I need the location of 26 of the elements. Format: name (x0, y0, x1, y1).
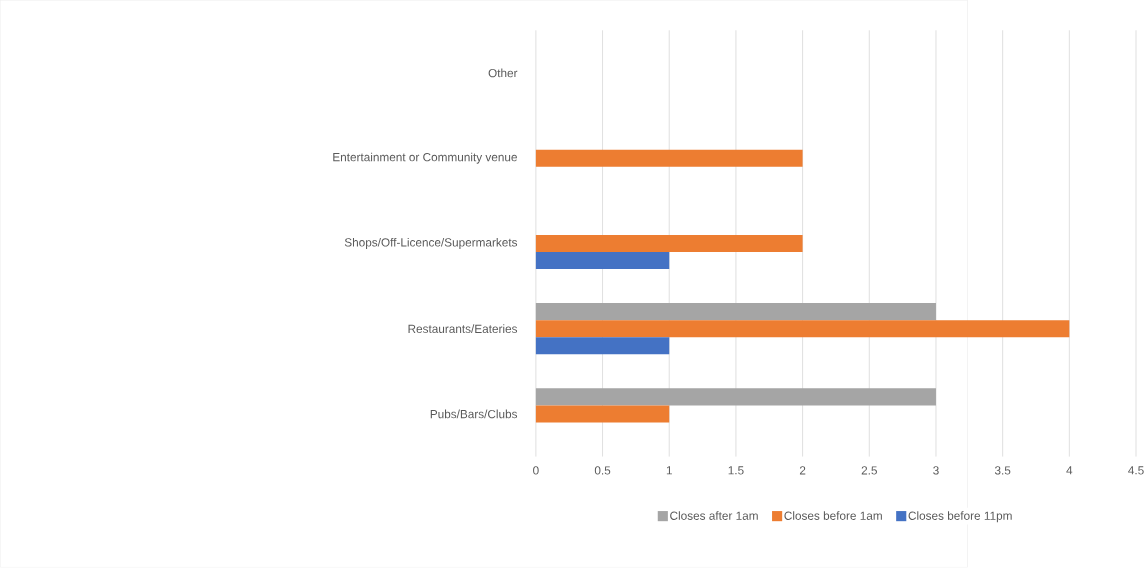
y-tick-label: Restaurants/Eateries (408, 324, 518, 334)
bar (535, 303, 936, 321)
bar (535, 320, 1070, 338)
bar (535, 405, 670, 423)
bar (535, 235, 803, 253)
x-tick-label: 2.5 (861, 466, 877, 475)
x-tick-label: 3 (933, 466, 939, 475)
x-tick-label: 3.5 (994, 466, 1011, 475)
x-tick-label: 0 (533, 466, 539, 475)
y-tick-label: Shops/Off-Licence/Supermarkets (344, 238, 518, 250)
x-tick-label: 4.5 (1128, 466, 1144, 475)
x-tick-label: 0.5 (594, 466, 611, 475)
bar (535, 388, 936, 406)
legend-label: Closes after 1am (670, 511, 758, 521)
y-tick-label: Entertainment or Community venue (333, 152, 517, 164)
y-tick-label: Pubs/Bars/Clubs (430, 409, 518, 419)
bar (535, 252, 670, 270)
bar (535, 337, 670, 355)
x-tick-label: 2 (799, 466, 806, 475)
x-tick-label: 1 (666, 466, 672, 475)
x-tick-label: 4 (1066, 466, 1073, 475)
y-tick-label: Other (488, 68, 518, 78)
x-tick-label: 1.5 (728, 466, 744, 475)
legend-label: Closes before 1am (784, 511, 882, 521)
legend-label: Closes before 11pm (908, 511, 1012, 523)
bar (535, 149, 803, 167)
